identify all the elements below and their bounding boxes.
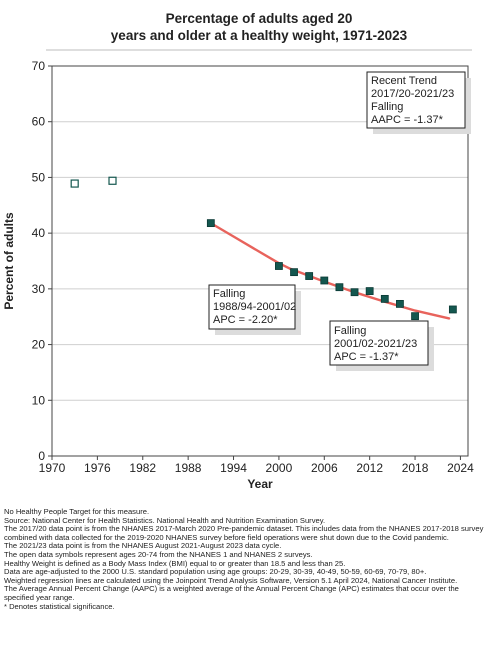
y-tick-label: 30 <box>32 282 46 296</box>
x-tick-label: 1976 <box>84 461 111 475</box>
annotation-recent-line-1: Recent Trend <box>371 75 437 87</box>
y-tick-label: 60 <box>32 115 46 129</box>
annotation-seg2-line-1: Falling <box>334 325 366 337</box>
data-point <box>206 219 215 228</box>
open-data-point <box>70 179 79 188</box>
y-tick-label: 10 <box>32 393 46 407</box>
footnote: Data are age-adjusted to the 2000 U.S. s… <box>4 567 427 577</box>
x-axis: 1970 1976 1982 1988 1994 2000 2006 2012 2018 2024 <box>39 456 474 475</box>
x-tick-label: 2012 <box>356 461 383 475</box>
chart-title-line-2: years and older at a healthy weight, 197… <box>111 28 408 43</box>
data-point <box>411 312 419 321</box>
annotation-recent-line-3: Falling <box>371 101 403 113</box>
trend-line-segment-1 <box>209 221 292 270</box>
footnote: Source: National Center for Health Stati… <box>4 515 326 525</box>
annotation-recent-trend: Recent Trend 2017/20-2021/23 Falling AAP… <box>366 71 471 134</box>
y-tick-label: 40 <box>32 226 46 240</box>
annotation-segment-2: Falling 2001/02-2021/23 APC = -1.37* <box>329 320 434 371</box>
chart: Percentage of adults aged 20 years and o… <box>2 11 474 491</box>
trend-line-segment-2 <box>289 267 451 320</box>
data-point <box>275 262 283 270</box>
x-tick-label: 2024 <box>447 461 474 475</box>
annotation-recent-line-2: 2017/20-2021/23 <box>371 88 454 100</box>
x-tick-label: 1994 <box>220 461 247 475</box>
x-tick-label: 1970 <box>39 461 66 475</box>
x-axis-label: Year <box>247 477 273 491</box>
x-tick-label: 2018 <box>402 461 429 475</box>
data-point <box>448 305 457 314</box>
y-tick-label: 0 <box>38 449 45 463</box>
x-tick-label: 2000 <box>266 461 293 475</box>
footnote: Weighted regression lines are calculated… <box>4 575 458 585</box>
data-point <box>320 276 329 285</box>
y-tick-label: 70 <box>32 59 46 73</box>
annotation-recent-line-4: AAPC = -1.37* <box>371 114 444 126</box>
data-point <box>365 287 374 295</box>
data-point <box>335 283 344 292</box>
data-point <box>350 288 359 297</box>
footnote: Healthy Weight is defined as a Body Mass… <box>4 558 346 568</box>
footnote: The Average Annual Percent Change (AAPC)… <box>4 584 459 602</box>
footnote: The 2017/20 data point is from the NHANE… <box>4 524 484 542</box>
footnote: The open data symbols represent ages 20-… <box>4 549 313 559</box>
annotation-seg1-line-1: Falling <box>213 288 245 300</box>
data-point <box>380 294 389 303</box>
annotation-seg2-line-2: 2001/02-2021/23 <box>334 338 417 350</box>
footnote: The 2021/23 data point is from the NHANE… <box>4 541 282 551</box>
footnote: No Healthy People Target for this measur… <box>4 507 150 516</box>
y-tick-label: 50 <box>32 170 46 184</box>
data-point <box>396 299 404 308</box>
annotation-seg1-line-3: APC = -2.20* <box>213 314 278 326</box>
data-point <box>305 272 314 280</box>
annotation-seg2-line-3: APC = -1.37* <box>334 351 399 363</box>
footnote: * Denotes statistical significance. <box>4 601 115 611</box>
data-points <box>70 176 457 321</box>
plot-area <box>51 65 469 457</box>
y-tick-label: 20 <box>32 338 46 352</box>
annotation-seg1-line-2: 1988/94-2001/02 <box>213 301 296 313</box>
chart-title-line-1: Percentage of adults aged 20 <box>166 11 353 26</box>
x-tick-label: 1982 <box>129 461 156 475</box>
data-point <box>290 268 298 277</box>
x-tick-label: 2006 <box>311 461 338 475</box>
y-axis: 0 10 20 30 40 50 60 70 <box>32 59 52 463</box>
y-axis-label: Percent of adults <box>2 212 16 310</box>
open-data-point <box>108 176 117 185</box>
x-tick-label: 1988 <box>175 461 202 475</box>
annotation-segment-1: Falling 1988/94-2001/02 APC = -2.20* <box>208 284 301 335</box>
footnotes: No Healthy People Target for this measur… <box>4 507 488 611</box>
